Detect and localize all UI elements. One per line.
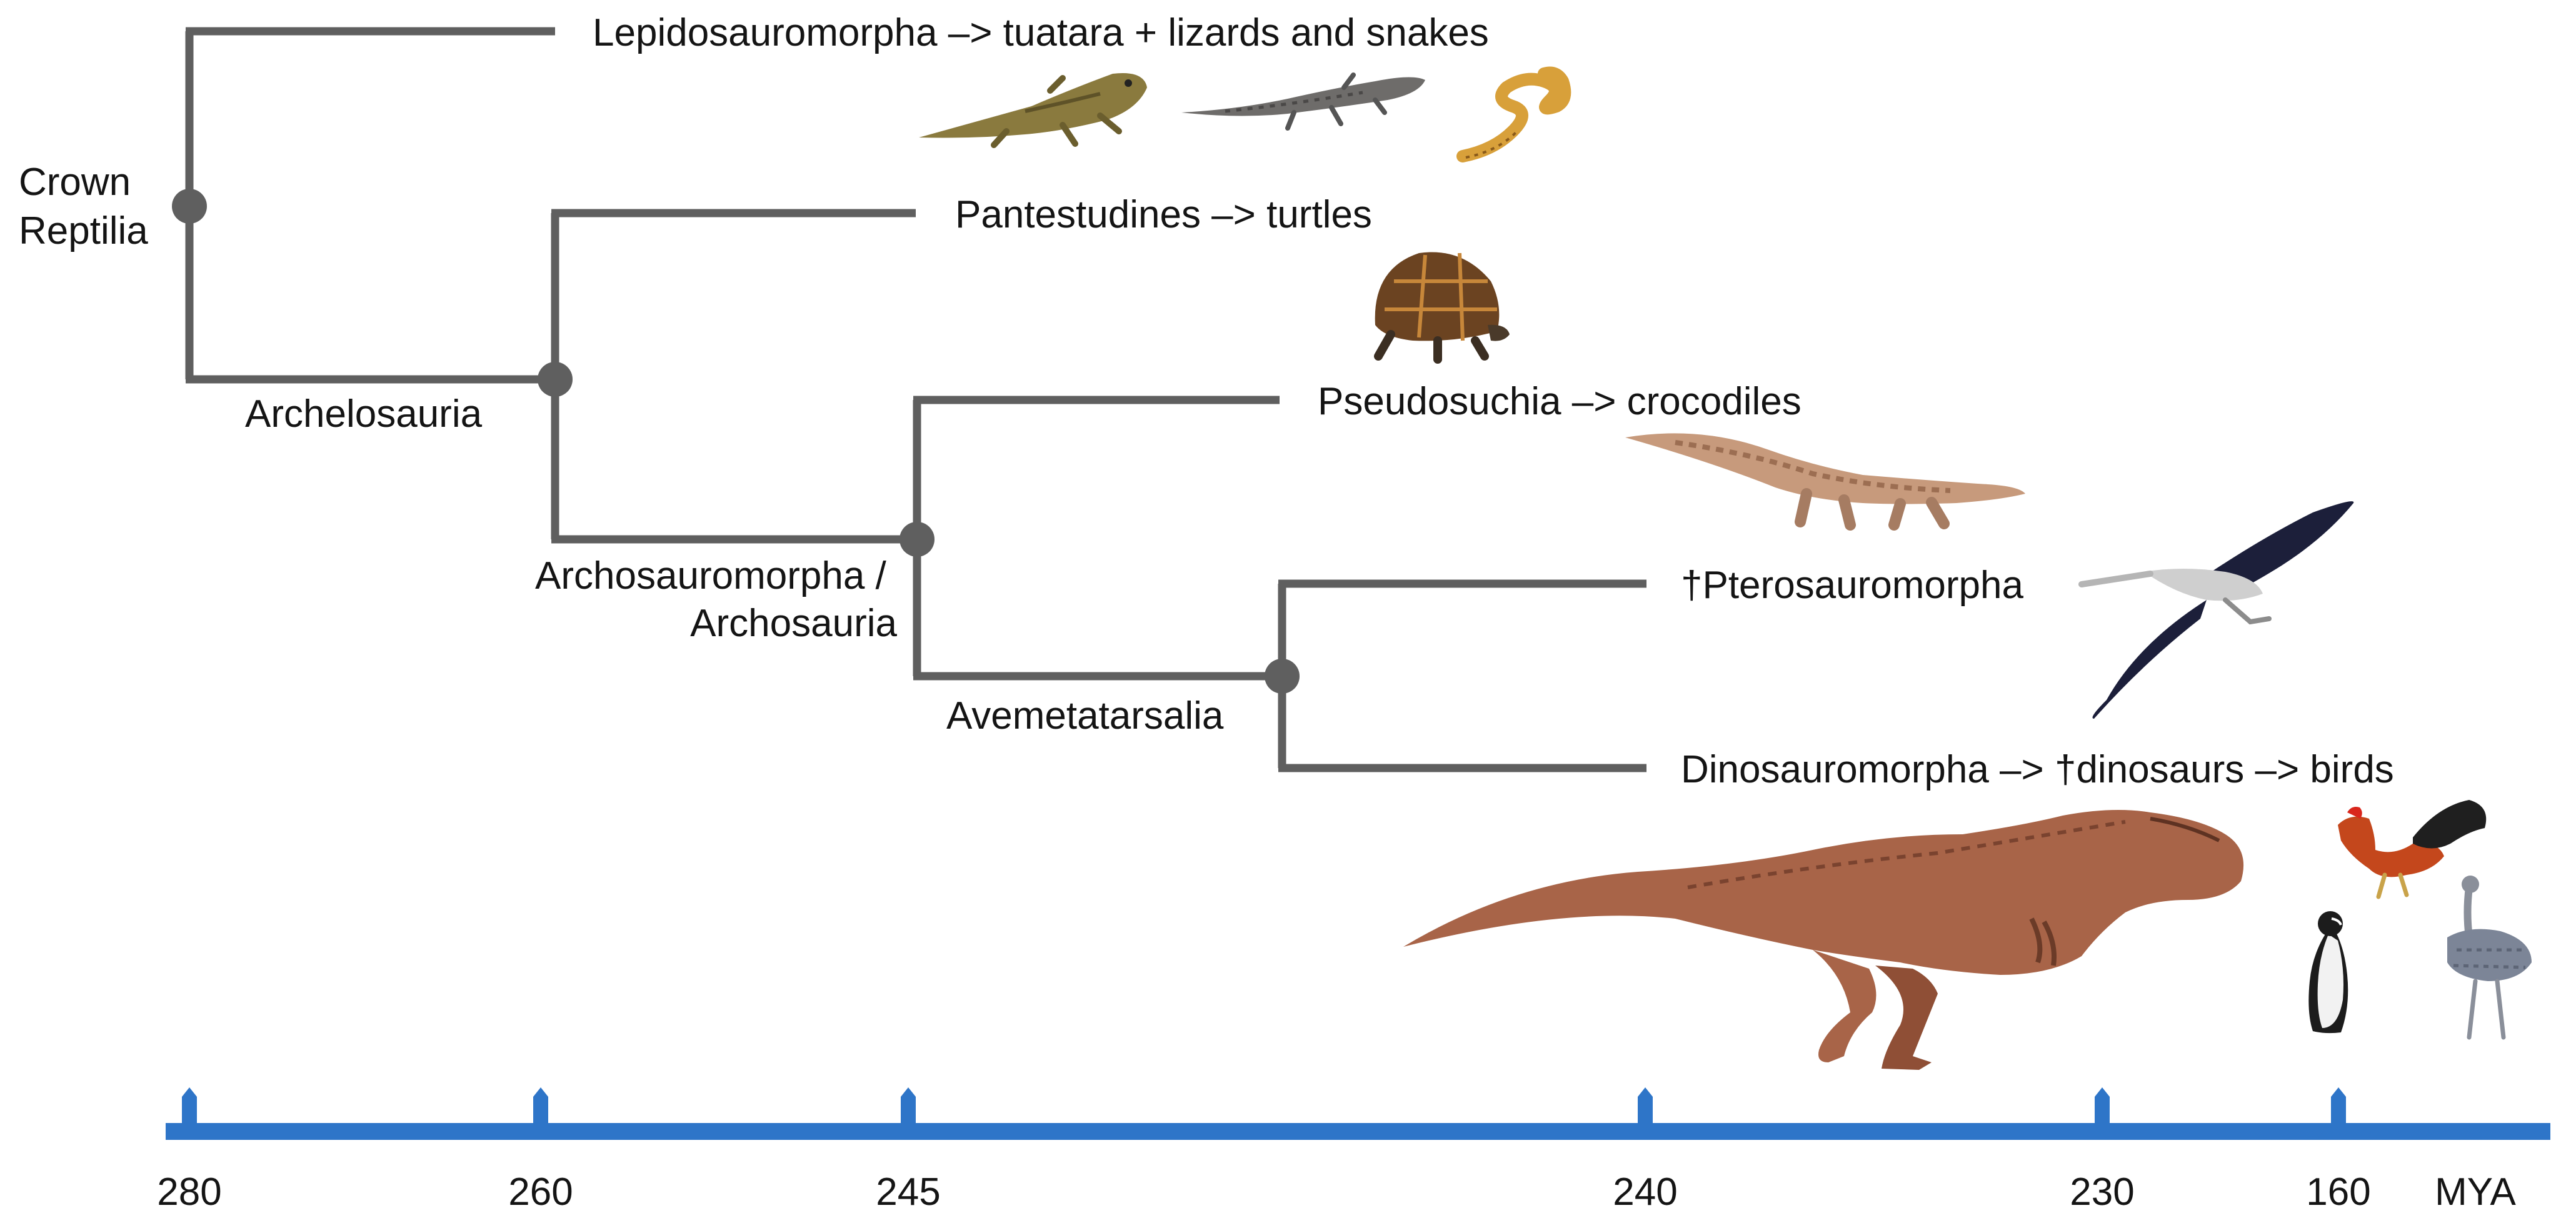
turtle-illustration: [1374, 252, 1510, 364]
timeline-bar: [166, 1123, 2550, 1140]
dinosauromorpha-label: Dinosauromorpha –> †dinosaurs –> birds: [1681, 748, 2394, 791]
lepidosauromorpha-label: Lepidosauromorpha –> tuatara + lizards a…: [593, 11, 1489, 54]
node-labels: Crown Reptilia Archelosauria Archosaurom…: [19, 161, 1224, 737]
rhea-illustration: [2447, 876, 2532, 1040]
illustrations: [919, 66, 2532, 1070]
archelosauria-label: Archelosauria: [245, 392, 483, 436]
pterosaur-illustration: [2078, 501, 2354, 719]
tick-mark-160: [2331, 1087, 2346, 1125]
tick-label-160: 160: [2306, 1171, 2370, 1214]
rooster-illustration: [2338, 800, 2487, 899]
pantestudines-label: Pantestudines –> turtles: [955, 193, 1372, 236]
timeline-tick-marks: [182, 1087, 2346, 1125]
tick-mark-245: [901, 1087, 916, 1125]
tick-label-240: 240: [1613, 1171, 1677, 1214]
pterosauromorpha-label: †Pterosauromorpha: [1681, 564, 2023, 607]
tick-mark-230: [2095, 1087, 2110, 1125]
tick-label-245: 245: [876, 1171, 940, 1214]
archosauromorpha-label: Archosauromorpha / Archosauria: [535, 554, 897, 645]
tree-nodes: [172, 189, 1300, 694]
node-archosauromorpha: [900, 522, 935, 557]
timeline: 280 260 245 240 230 160 MYA: [157, 1087, 2550, 1214]
crown-reptilia-label: Crown Reptilia: [19, 161, 148, 252]
tyrannosaur-illustration: [1403, 810, 2244, 1070]
tree-branches: [185, 27, 1646, 772]
crown-reptilia-label-line2: Reptilia: [19, 209, 148, 252]
node-avemetatarsalia: [1265, 659, 1300, 694]
node-crown-reptilia: [172, 189, 207, 224]
tip-labels: Lepidosauromorpha –> tuatara + lizards a…: [593, 11, 2394, 791]
crocodile-illustration: [1625, 433, 2025, 531]
tick-mark-280: [182, 1087, 197, 1125]
tuatara-illustration: [919, 72, 1147, 148]
crown-reptilia-label-line1: Crown: [19, 161, 131, 204]
tick-label-260: 260: [508, 1171, 573, 1214]
tick-mark-260: [533, 1087, 548, 1125]
timeline-unit-label: MYA: [2435, 1171, 2516, 1214]
pseudosuchia-label: Pseudosuchia –> crocodiles: [1318, 380, 1802, 423]
avemetatarsalia-label: Avemetatarsalia: [946, 694, 1224, 737]
tick-label-230: 230: [2070, 1171, 2134, 1214]
archosauromorpha-label-line1: Archosauromorpha /: [535, 554, 886, 597]
tick-mark-240: [1638, 1087, 1653, 1125]
timeline-tick-labels: 280 260 245 240 230 160 MYA: [157, 1171, 2516, 1214]
lizard-illustration: [1181, 72, 1425, 131]
penguin-illustration: [2308, 911, 2348, 1034]
tick-label-280: 280: [157, 1171, 221, 1214]
snake-illustration: [1456, 66, 1571, 162]
archosauromorpha-label-line2: Archosauria: [690, 602, 897, 645]
node-archelosauria: [538, 362, 573, 397]
